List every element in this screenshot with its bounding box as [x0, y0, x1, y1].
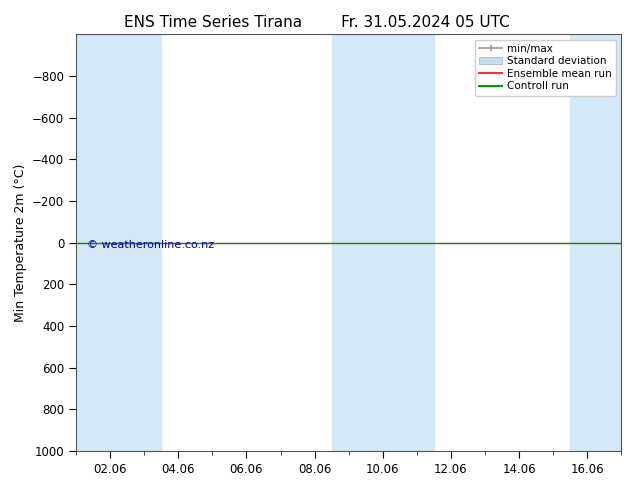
Text: ENS Time Series Tirana        Fr. 31.05.2024 05 UTC: ENS Time Series Tirana Fr. 31.05.2024 05… — [124, 15, 510, 30]
Bar — [332, 34, 434, 451]
Bar — [570, 34, 621, 451]
Legend: min/max, Standard deviation, Ensemble mean run, Controll run: min/max, Standard deviation, Ensemble me… — [475, 40, 616, 96]
Text: © weatheronline.co.nz: © weatheronline.co.nz — [87, 240, 214, 249]
Y-axis label: Min Temperature 2m (°C): Min Temperature 2m (°C) — [13, 163, 27, 322]
Bar — [76, 34, 161, 451]
